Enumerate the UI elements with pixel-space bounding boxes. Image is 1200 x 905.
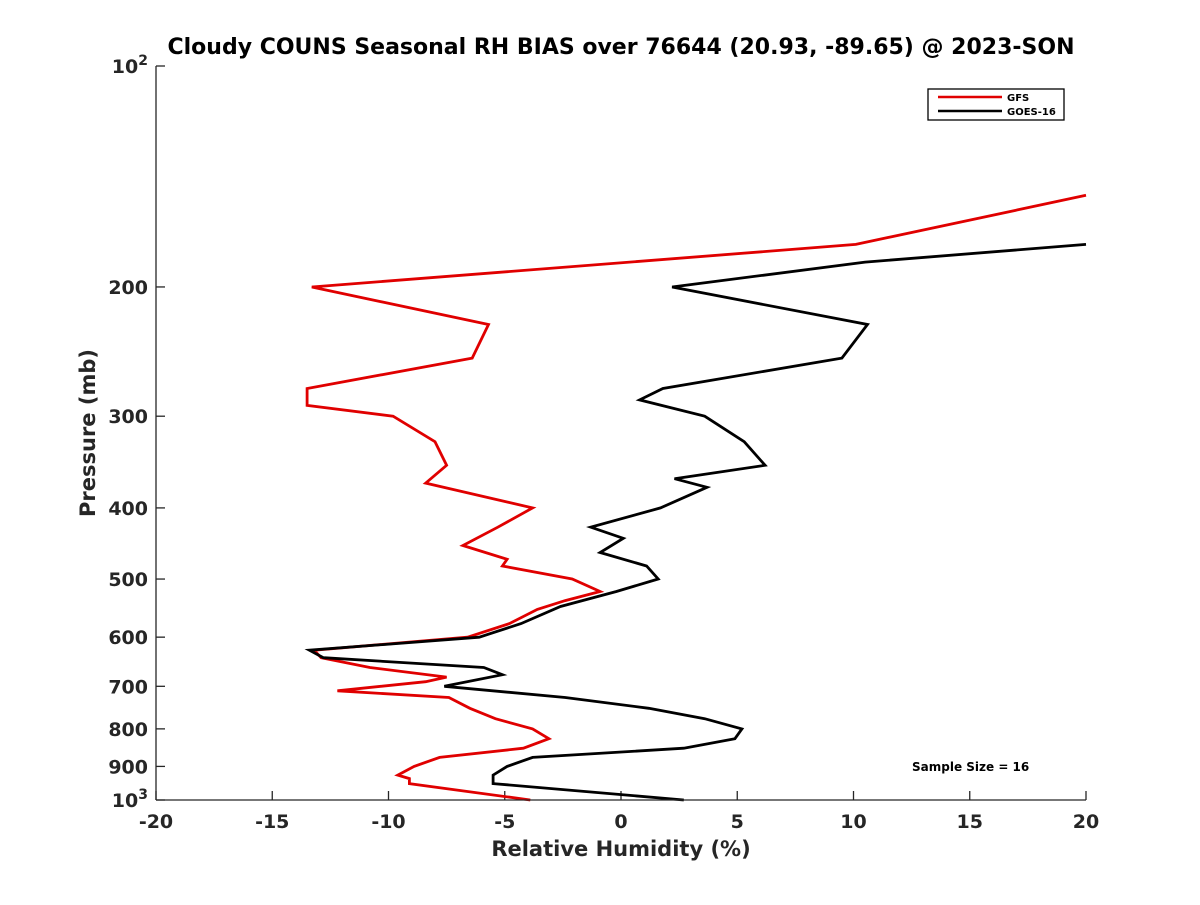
- y-tick-label: 400: [108, 498, 148, 520]
- x-tick-label: 5: [731, 811, 744, 833]
- x-tick-label: -20: [139, 811, 173, 833]
- y-axis-label: Pressure (mb): [76, 349, 100, 517]
- x-axis-ticks: -20 -15 -10 -5 0 5 10 15 20: [139, 791, 1099, 833]
- y-tick-label: 600: [108, 627, 148, 649]
- legend-box: [927, 88, 1065, 121]
- series-line-gfs: [305, 193, 1087, 802]
- x-tick-label: -10: [371, 811, 405, 833]
- x-tick-label: 15: [957, 811, 983, 833]
- series-line-goes-16: [304, 243, 1087, 802]
- x-tick-label: -15: [255, 811, 289, 833]
- x-tick-label: -5: [494, 811, 515, 833]
- y-tick-label: 700: [108, 676, 148, 698]
- y-tick-label: 200: [108, 277, 148, 299]
- legend: GFS GOES-16: [927, 88, 1065, 121]
- y-tick-label: 300: [108, 406, 148, 428]
- y-axis-ticks: 102 200 300 400 500 600 700 800 900 103: [108, 53, 165, 812]
- series-layer: [304, 193, 1087, 802]
- y-tick-label: 900: [108, 756, 148, 778]
- y-tick-label: 800: [108, 719, 148, 741]
- y-tick-label: 500: [108, 569, 148, 591]
- x-tick-label: 20: [1073, 811, 1099, 833]
- sample-size-annotation: Sample Size = 16: [912, 760, 1029, 774]
- y-tick-label: 102: [112, 53, 148, 78]
- x-axis-label: Relative Humidity (%): [491, 837, 750, 861]
- y-tick-label: 103: [112, 787, 148, 812]
- x-tick-label: 10: [840, 811, 866, 833]
- x-tick-label: 0: [614, 811, 627, 833]
- legend-label-gfs: GFS: [1007, 93, 1029, 104]
- legend-label-goes-16: GOES-16: [1007, 107, 1056, 118]
- chart-title: Cloudy COUNS Seasonal RH BIAS over 76644…: [167, 35, 1074, 60]
